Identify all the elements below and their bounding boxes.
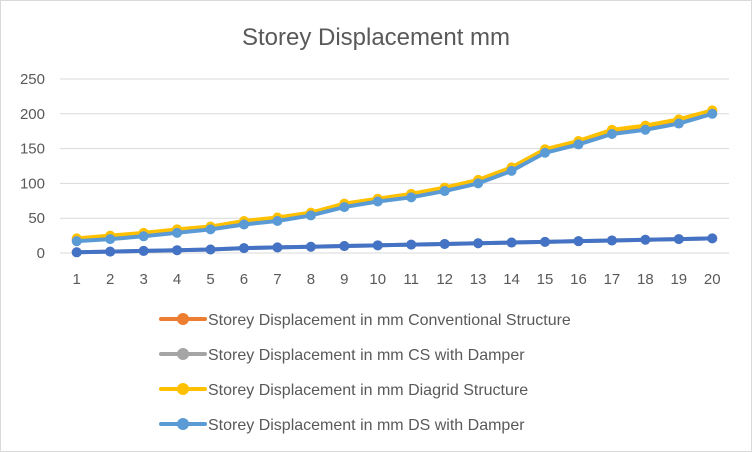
x-tick-label: 1 [73,271,81,288]
legend-label: Storey Displacement in mm Conventional S… [208,312,571,329]
legend-label: Storey Displacement in mm DS with Damper [208,417,525,434]
legend: Storey Displacement in mm Conventional S… [159,312,571,434]
x-tick-label: 7 [273,271,281,288]
x-tick-label: 10 [369,271,386,288]
x-tick-label: 16 [570,271,587,288]
legend-marker [177,418,189,430]
y-tick-label: 250 [20,71,45,88]
data-point [540,147,551,158]
data-point [606,235,617,246]
y-tick-label: 150 [20,141,45,158]
data-point [506,165,517,176]
data-point [305,241,316,252]
x-axis-ticks: 1 2 3 4 5 6 7 8 9 10 11 12 13 14 15 16 17 18 19 20 [73,271,721,288]
data-point [238,219,249,230]
legend-item-4: Storey Displacement in mm DS with Damper [159,417,525,434]
data-point [439,238,450,249]
series-4 [71,108,718,247]
legend-label: Storey Displacement in mm Diagrid Struct… [208,382,528,399]
data-point [573,236,584,247]
data-point [172,245,183,256]
series-line [74,236,715,255]
x-tick-label: 9 [340,271,348,288]
x-tick-label: 2 [106,271,114,288]
legend-marker [177,313,189,325]
x-tick-label: 4 [173,271,181,288]
series-3 [71,105,718,244]
data-point [606,128,617,139]
y-tick-label: 100 [20,175,45,192]
data-point [673,234,684,245]
data-point [506,237,517,248]
data-point [339,241,350,252]
series-1 [71,106,718,245]
data-point [205,244,216,255]
x-tick-label: 17 [604,271,621,288]
data-point [71,236,82,247]
data-point [540,236,551,247]
data-point [205,224,216,235]
data-point [640,124,651,135]
data-point [406,192,417,203]
chart-title: Storey Displacement mm [242,24,510,51]
y-axis-ticks: 0 50 100 150 200 250 [20,71,45,262]
data-point [473,238,484,249]
x-tick-label: 6 [240,271,248,288]
x-tick-label: 3 [139,271,147,288]
data-point [707,233,718,244]
y-tick-label: 0 [37,245,45,262]
x-tick-label: 14 [503,271,520,288]
x-tick-label: 20 [704,271,721,288]
x-tick-label: 13 [470,271,487,288]
data-point [272,215,283,226]
data-point [272,242,283,253]
x-tick-label: 19 [670,271,687,288]
legend-item-2: Storey Displacement in mm CS with Damper [159,347,525,364]
y-tick-label: 50 [28,210,45,227]
x-tick-label: 18 [637,271,654,288]
x-tick-label: 11 [403,271,419,288]
legend-label: Storey Displacement in mm CS with Damper [208,347,525,364]
data-point [573,139,584,150]
x-tick-label: 5 [206,271,214,288]
data-point [105,246,116,257]
series-line [74,111,715,244]
data-point [473,178,484,189]
data-point [71,247,82,258]
series-line [74,108,715,241]
data-point [172,227,183,238]
x-tick-label: 15 [537,271,554,288]
data-point [238,243,249,254]
legend-marker [177,348,189,360]
x-tick-label: 12 [436,271,453,288]
overlay-series [71,233,718,258]
data-point [372,240,383,251]
data-point [406,239,417,250]
series-layer [71,105,718,258]
data-point [105,234,116,245]
gridlines [60,78,729,254]
data-point [305,210,316,221]
legend-item-1: Storey Displacement in mm Conventional S… [159,312,571,329]
data-point [707,108,718,119]
data-point [640,234,651,245]
data-point [439,186,450,197]
legend-item-3: Storey Displacement in mm Diagrid Struct… [159,382,528,399]
x-tick-label: 8 [307,271,315,288]
data-point [673,118,684,129]
y-tick-label: 200 [20,106,45,123]
data-point [138,245,149,256]
data-point [339,202,350,213]
legend-marker [177,383,189,395]
data-point [372,196,383,207]
data-point [138,231,149,242]
